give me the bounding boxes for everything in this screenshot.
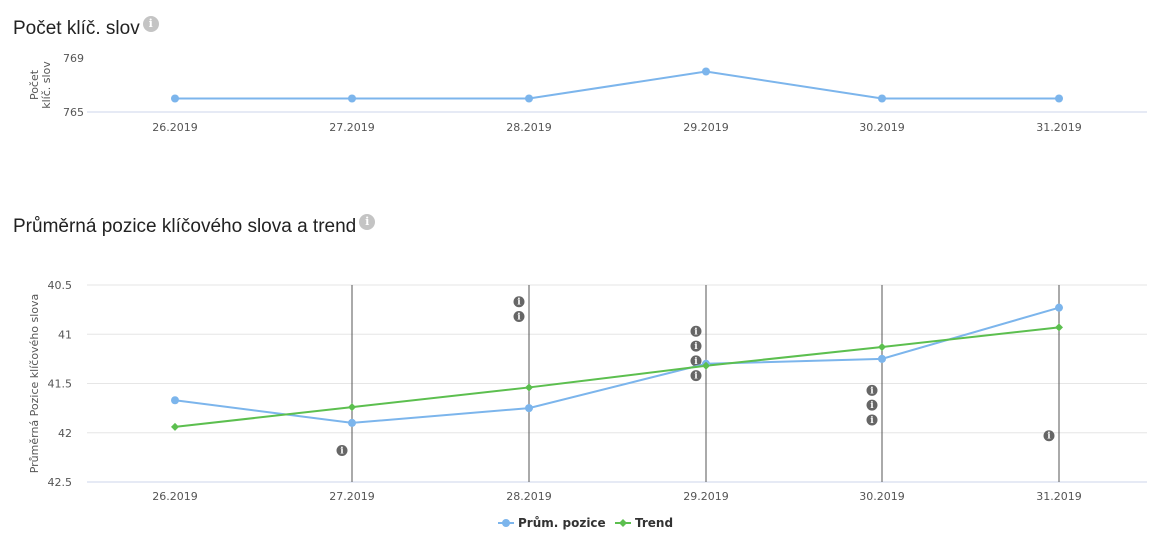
annotation-info-icon: i bbox=[690, 340, 702, 352]
y-tick-label: 41 bbox=[58, 328, 72, 341]
series-line-trend bbox=[174, 326, 1060, 428]
y-tick-label: 40.5 bbox=[48, 279, 73, 292]
legend-label: Trend bbox=[635, 516, 673, 530]
info-icon-glyph: i bbox=[517, 298, 521, 308]
annotation-info-icon: i bbox=[1043, 430, 1055, 442]
info-icon-glyph: i bbox=[340, 446, 344, 456]
data-point-trend bbox=[1055, 323, 1063, 332]
series-line-position bbox=[174, 306, 1060, 424]
y-tick-label: 41.5 bbox=[48, 378, 73, 391]
data-point bbox=[348, 94, 356, 103]
x-tick-label: 27.2019 bbox=[329, 121, 375, 134]
series-line bbox=[175, 70, 1059, 100]
data-point-position bbox=[525, 404, 533, 413]
annotation-info-icon: i bbox=[336, 444, 348, 456]
data-point-position bbox=[878, 354, 886, 363]
x-tick-label: 27.2019 bbox=[329, 490, 375, 503]
x-tick-label: 31.2019 bbox=[1036, 490, 1082, 503]
y-axis-title: Průměrná Pozice klíčového slova bbox=[28, 294, 41, 474]
chart2-title: Průměrná pozice klíčového slova a trend bbox=[13, 216, 357, 237]
keyword-count-chart: 769 765 Počet klíč. slov 26.2019 27.2019 28.20… bbox=[28, 52, 1147, 134]
y-tick-label: 42 bbox=[58, 427, 72, 440]
data-point-position bbox=[171, 396, 179, 405]
data-point bbox=[171, 94, 179, 103]
data-point bbox=[878, 94, 886, 103]
x-tick-label: 30.2019 bbox=[859, 490, 905, 503]
legend-marker bbox=[619, 519, 627, 527]
info-icon bbox=[866, 384, 878, 396]
info-icon-glyph: i bbox=[694, 372, 698, 382]
x-tick-label: 31.2019 bbox=[1036, 121, 1082, 134]
data-point-position bbox=[348, 418, 356, 427]
x-tick-label: 28.2019 bbox=[506, 121, 552, 134]
average-position-chart: 40.5 41 41.5 42 42.5 Průměrná Pozice klíčovéh… bbox=[28, 279, 1147, 530]
info-icon-glyph: i bbox=[870, 386, 874, 396]
annotation-info-icon: i bbox=[690, 355, 702, 367]
info-icon[interactable]: i bbox=[142, 16, 159, 32]
info-icon bbox=[866, 414, 878, 426]
annotation-info-icon: i bbox=[690, 370, 702, 382]
info-icon bbox=[690, 325, 702, 337]
info-icon bbox=[1043, 430, 1055, 442]
y-tick-label: 42.5 bbox=[48, 476, 73, 489]
info-icon-glyph: i bbox=[694, 342, 698, 352]
x-tick-label: 29.2019 bbox=[683, 121, 729, 134]
data-point bbox=[702, 67, 710, 76]
legend-marker bbox=[502, 519, 510, 527]
annotation-info-icon: i bbox=[513, 296, 525, 308]
info-icon bbox=[690, 370, 702, 382]
data-point-trend bbox=[878, 343, 886, 352]
x-tick-label: 28.2019 bbox=[506, 490, 552, 503]
x-tick-label: 26.2019 bbox=[152, 121, 198, 134]
info-icon bbox=[690, 340, 702, 352]
y-axis-title: Počet klíč. slov bbox=[28, 61, 53, 109]
annotation-info-icon: i bbox=[690, 325, 702, 337]
y-tick-label: 769 bbox=[63, 52, 84, 65]
y-axis-title-line-2: klíč. slov bbox=[40, 61, 53, 109]
x-tick-label: 26.2019 bbox=[152, 490, 198, 503]
data-point-trend bbox=[348, 403, 356, 412]
annotation-info-icon: i bbox=[866, 414, 878, 426]
chart2-title-wrap: Průměrná pozice klíčového slova a trend i bbox=[13, 214, 376, 238]
info-icon[interactable]: i bbox=[359, 214, 376, 230]
data-point-trend bbox=[171, 422, 179, 431]
info-icon-glyph: i bbox=[870, 416, 874, 426]
data-point-trend bbox=[702, 361, 710, 370]
info-icon bbox=[866, 399, 878, 411]
data-point-position bbox=[1055, 303, 1063, 312]
x-tick-label: 29.2019 bbox=[683, 490, 729, 503]
info-icon bbox=[336, 444, 348, 456]
annotation-info-icon: i bbox=[866, 399, 878, 411]
legend-item[interactable]: Trend bbox=[615, 516, 673, 530]
info-icon-glyph: i bbox=[870, 401, 874, 411]
legend-item[interactable]: Prům. pozice bbox=[498, 516, 606, 530]
annotation-info-icon: i bbox=[513, 311, 525, 323]
legend-label: Prům. pozice bbox=[518, 516, 606, 530]
info-icon-glyph: i bbox=[1047, 432, 1051, 442]
info-icon bbox=[513, 311, 525, 323]
legend: Prům. pozice Trend bbox=[498, 516, 673, 530]
info-icon-glyph: i bbox=[694, 327, 698, 337]
x-tick-label: 30.2019 bbox=[859, 121, 905, 134]
data-point bbox=[1055, 94, 1063, 103]
annotation-info-icon: i bbox=[866, 384, 878, 396]
data-point bbox=[525, 94, 533, 103]
info-icon-glyph: i bbox=[517, 313, 521, 323]
info-icon-glyph: i bbox=[694, 357, 698, 367]
chart1-title: Počet klíč. slov bbox=[13, 18, 140, 39]
data-point-trend bbox=[525, 383, 533, 392]
y-axis-title-line-1: Počet bbox=[28, 69, 41, 100]
info-icon bbox=[690, 355, 702, 367]
chart1-title-wrap: Počet klíč. slov i bbox=[13, 16, 159, 40]
info-icon bbox=[513, 296, 525, 308]
y-tick-label: 765 bbox=[63, 106, 84, 119]
